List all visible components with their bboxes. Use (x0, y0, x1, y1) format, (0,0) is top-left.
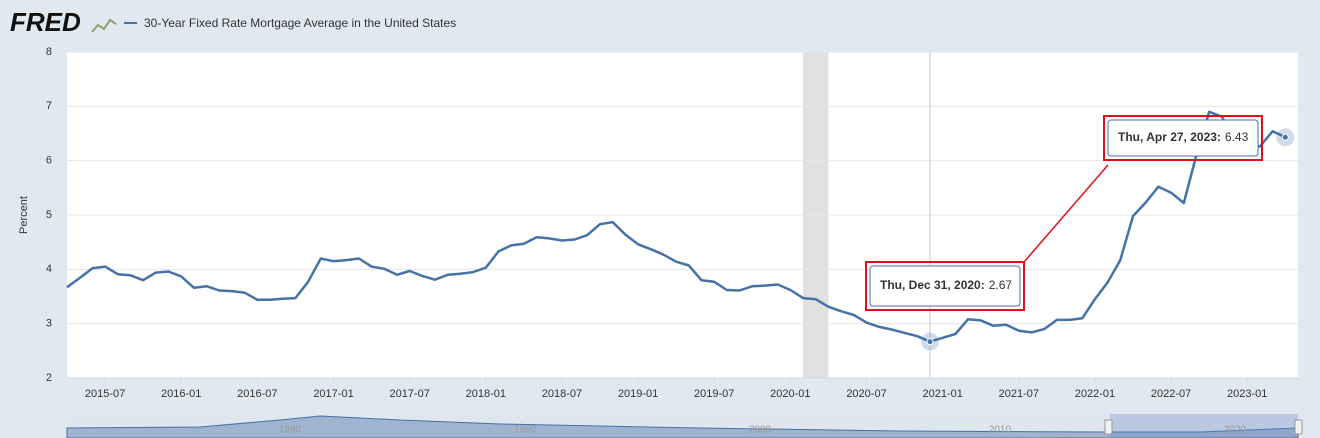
x-tick-label: 2016-07 (237, 388, 277, 400)
navigator-selection[interactable] (1110, 414, 1298, 438)
tooltip-value: 6.43 (1225, 130, 1249, 144)
x-tick-label: 2023-01 (1227, 388, 1267, 400)
tooltip-date: Thu, Apr 27, 2023: (1118, 130, 1221, 144)
tooltip-date: Thu, Dec 31, 2020: (880, 278, 985, 292)
logo-icon (91, 18, 117, 33)
x-tick-label: 2022-07 (1151, 388, 1191, 400)
hover-point (926, 338, 934, 346)
callout-connector (1023, 164, 1109, 263)
tooltip-text: Thu, Apr 27, 2023: 6.43 (1118, 130, 1249, 144)
series-line (66, 110, 1286, 343)
navigator-label: 1980 (279, 425, 302, 436)
legend-label[interactable]: 30-Year Fixed Rate Mortgage Average in t… (144, 16, 456, 30)
navigator-label: 1990 (514, 425, 537, 436)
y-tick-label: 2 (46, 372, 52, 384)
navigator-label: 2020 (1224, 425, 1247, 436)
y-tick-label: 4 (46, 263, 52, 275)
navigator-series (66, 415, 1299, 438)
navigator-label: 2010 (989, 425, 1012, 436)
x-tick-label: 2018-07 (542, 388, 582, 400)
highlight-frame (865, 261, 1025, 311)
navigator-handle[interactable] (1104, 419, 1113, 435)
x-tick-label: 2016-01 (161, 388, 201, 400)
y-tick-label: 8 (46, 46, 52, 58)
y-tick-label: 6 (46, 155, 52, 167)
x-tick-label: 2018-01 (466, 388, 506, 400)
navigator-label: 2000 (749, 425, 772, 436)
tooltip-text: Thu, Dec 31, 2020: 2.67 (880, 278, 1012, 292)
hover-point (1281, 133, 1289, 141)
x-tick-label: 2017-01 (313, 388, 353, 400)
x-tick-label: 2022-01 (1075, 388, 1115, 400)
y-tick-label: 5 (46, 209, 52, 221)
logo: FRED (10, 7, 81, 37)
y-tick-label: 3 (46, 318, 52, 330)
tooltip-box (869, 265, 1021, 307)
x-tick-label: 2021-07 (999, 388, 1039, 400)
y-axis-label: Percent (18, 196, 30, 234)
tooltip-value: 2.67 (989, 278, 1013, 292)
x-tick-label: 2021-01 (922, 388, 962, 400)
x-tick-label: 2020-07 (846, 388, 886, 400)
x-tick-label: 2019-01 (618, 388, 658, 400)
y-tick-label: 7 (46, 100, 52, 112)
x-tick-label: 2017-07 (389, 388, 429, 400)
x-tick-label: 2015-07 (85, 388, 125, 400)
tooltip-box (1107, 119, 1259, 157)
x-tick-label: 2020-01 (770, 388, 810, 400)
navigator-handle[interactable] (1294, 419, 1303, 435)
x-tick-label: 2019-07 (694, 388, 734, 400)
highlight-frame (1103, 115, 1263, 161)
